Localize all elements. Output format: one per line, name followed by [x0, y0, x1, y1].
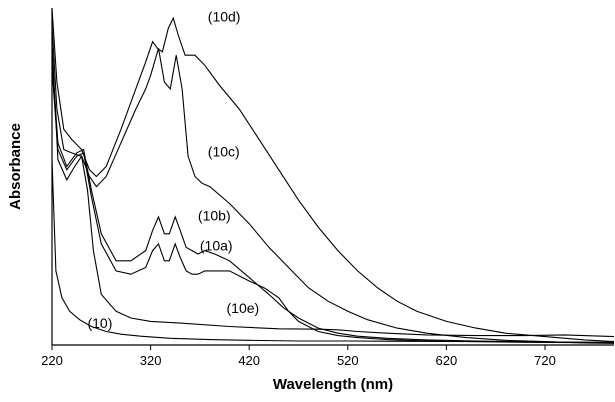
- series-label-4: (10e): [227, 300, 260, 316]
- x-tick-label: 720: [534, 353, 556, 368]
- series-label-3: (10a): [200, 238, 233, 254]
- x-tick-label: 520: [337, 353, 359, 368]
- series-line-2: [51, 58, 615, 344]
- plot-area: [51, 7, 615, 344]
- series-label-1: (10c): [208, 143, 240, 159]
- series-label-2: (10b): [198, 207, 231, 223]
- x-tick-label: 220: [41, 353, 63, 368]
- x-tick-label: 320: [140, 353, 162, 368]
- series-line-3: [51, 68, 615, 344]
- x-tick-label: 420: [238, 353, 260, 368]
- series-line-5: [51, 159, 615, 343]
- series-line-1: [51, 24, 615, 344]
- x-axis-title: Wavelength (nm): [273, 376, 393, 393]
- series-label-5: (10): [87, 315, 112, 331]
- series-labels: (10d) (10c) (10b) (10a) (10e) (10): [87, 8, 259, 331]
- y-axis-title: Absorbance: [7, 123, 24, 210]
- x-tick-label: 620: [436, 353, 458, 368]
- x-ticks: 220 320 420 520 620 720: [41, 345, 556, 368]
- series-line-0: [51, 7, 615, 343]
- series-line-4: [51, 41, 615, 338]
- series-label-0: (10d): [208, 8, 241, 24]
